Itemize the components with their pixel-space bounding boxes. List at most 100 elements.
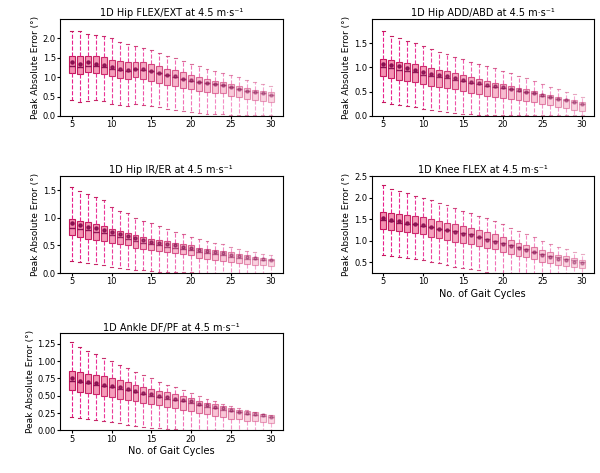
PathPatch shape xyxy=(101,226,107,241)
PathPatch shape xyxy=(476,79,482,94)
PathPatch shape xyxy=(491,83,497,96)
PathPatch shape xyxy=(228,84,234,96)
PathPatch shape xyxy=(420,67,426,85)
PathPatch shape xyxy=(563,98,569,108)
PathPatch shape xyxy=(212,404,218,416)
PathPatch shape xyxy=(547,253,553,263)
PathPatch shape xyxy=(236,87,242,97)
PathPatch shape xyxy=(500,237,506,252)
PathPatch shape xyxy=(380,211,386,229)
PathPatch shape xyxy=(140,62,146,79)
PathPatch shape xyxy=(436,221,442,238)
PathPatch shape xyxy=(188,75,194,89)
PathPatch shape xyxy=(77,56,83,74)
PathPatch shape xyxy=(77,220,83,237)
PathPatch shape xyxy=(252,412,257,421)
PathPatch shape xyxy=(140,387,146,403)
PathPatch shape xyxy=(101,57,107,74)
PathPatch shape xyxy=(452,225,458,242)
PathPatch shape xyxy=(164,69,170,85)
PathPatch shape xyxy=(188,398,194,411)
PathPatch shape xyxy=(508,86,514,99)
PathPatch shape xyxy=(109,229,115,243)
PathPatch shape xyxy=(236,410,242,420)
PathPatch shape xyxy=(180,245,186,254)
PathPatch shape xyxy=(140,237,146,249)
PathPatch shape xyxy=(133,61,139,77)
PathPatch shape xyxy=(444,223,450,240)
PathPatch shape xyxy=(571,258,577,267)
PathPatch shape xyxy=(268,92,274,102)
PathPatch shape xyxy=(484,232,490,248)
PathPatch shape xyxy=(101,377,107,396)
PathPatch shape xyxy=(244,255,250,264)
PathPatch shape xyxy=(252,89,257,100)
PathPatch shape xyxy=(436,70,442,87)
PathPatch shape xyxy=(508,240,514,254)
PathPatch shape xyxy=(460,226,466,243)
PathPatch shape xyxy=(133,236,139,248)
PathPatch shape xyxy=(109,378,115,397)
PathPatch shape xyxy=(468,77,474,93)
PathPatch shape xyxy=(204,403,210,414)
PathPatch shape xyxy=(404,215,410,232)
PathPatch shape xyxy=(579,102,585,111)
PathPatch shape xyxy=(412,63,418,82)
PathPatch shape xyxy=(244,88,250,98)
PathPatch shape xyxy=(212,250,218,260)
PathPatch shape xyxy=(196,77,202,91)
PathPatch shape xyxy=(116,380,122,399)
PathPatch shape xyxy=(125,233,131,245)
Y-axis label: Peak Absolute Error (°): Peak Absolute Error (°) xyxy=(343,173,352,276)
PathPatch shape xyxy=(125,62,131,79)
PathPatch shape xyxy=(204,79,210,92)
PathPatch shape xyxy=(460,75,466,91)
Title: 1D Hip IR/ER at 4.5 m·s⁻¹: 1D Hip IR/ER at 4.5 m·s⁻¹ xyxy=(109,166,233,175)
PathPatch shape xyxy=(452,73,458,89)
PathPatch shape xyxy=(539,94,545,105)
PathPatch shape xyxy=(268,415,274,423)
PathPatch shape xyxy=(220,406,226,417)
PathPatch shape xyxy=(228,252,234,262)
PathPatch shape xyxy=(563,256,569,266)
PathPatch shape xyxy=(157,66,163,83)
PathPatch shape xyxy=(188,245,194,255)
PathPatch shape xyxy=(77,372,83,392)
PathPatch shape xyxy=(220,251,226,261)
PathPatch shape xyxy=(172,70,178,86)
PathPatch shape xyxy=(93,56,99,73)
PathPatch shape xyxy=(164,241,170,252)
PathPatch shape xyxy=(397,214,402,231)
PathPatch shape xyxy=(547,95,553,105)
PathPatch shape xyxy=(571,100,577,110)
PathPatch shape xyxy=(484,81,490,96)
PathPatch shape xyxy=(476,230,482,246)
PathPatch shape xyxy=(148,389,154,404)
PathPatch shape xyxy=(500,85,506,97)
PathPatch shape xyxy=(180,72,186,88)
PathPatch shape xyxy=(85,374,91,393)
PathPatch shape xyxy=(85,222,91,239)
PathPatch shape xyxy=(93,224,99,240)
PathPatch shape xyxy=(196,248,202,258)
PathPatch shape xyxy=(532,91,538,102)
PathPatch shape xyxy=(172,243,178,253)
PathPatch shape xyxy=(260,91,266,101)
Y-axis label: Peak Absolute Error (°): Peak Absolute Error (°) xyxy=(31,16,40,119)
PathPatch shape xyxy=(579,260,585,268)
PathPatch shape xyxy=(180,396,186,410)
Y-axis label: Peak Absolute Error (°): Peak Absolute Error (°) xyxy=(26,330,35,433)
PathPatch shape xyxy=(69,56,75,73)
PathPatch shape xyxy=(220,82,226,94)
PathPatch shape xyxy=(420,217,426,235)
PathPatch shape xyxy=(157,391,163,405)
PathPatch shape xyxy=(244,411,250,420)
PathPatch shape xyxy=(109,60,115,76)
PathPatch shape xyxy=(69,371,75,390)
PathPatch shape xyxy=(204,249,210,259)
PathPatch shape xyxy=(388,213,394,230)
PathPatch shape xyxy=(491,235,497,249)
PathPatch shape xyxy=(428,69,434,86)
PathPatch shape xyxy=(428,219,434,236)
PathPatch shape xyxy=(260,258,266,265)
